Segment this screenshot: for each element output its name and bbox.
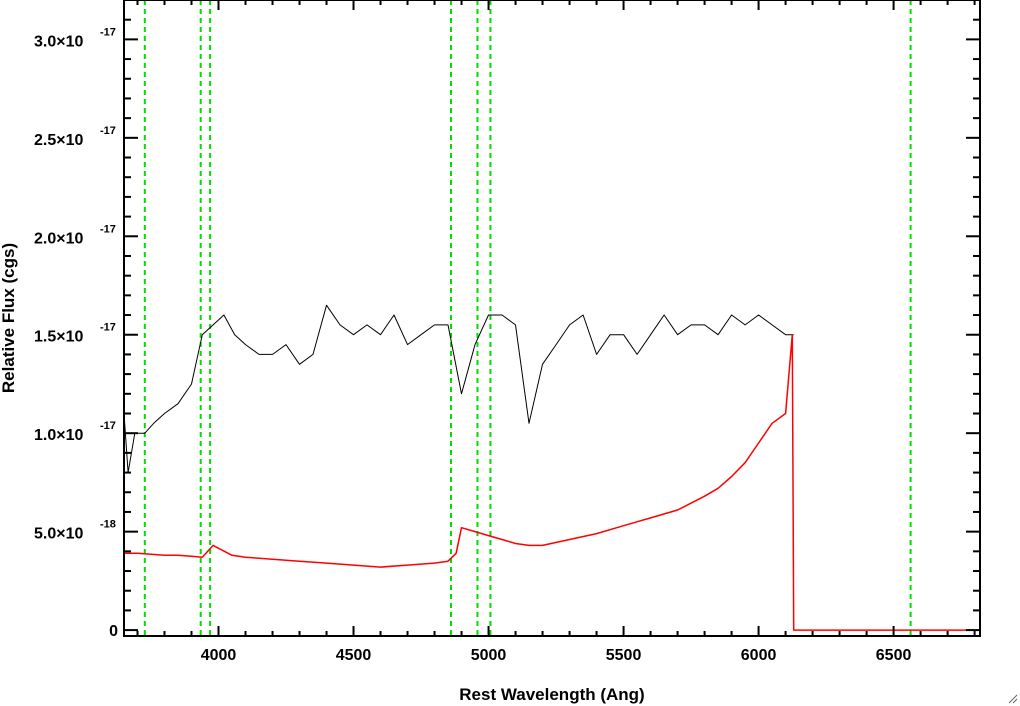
y-tick-exponent: -17: [100, 223, 116, 235]
y-tick-label: 3.0×10: [34, 33, 83, 50]
y-tick-exponent: -17: [100, 26, 116, 38]
series-line-flux: [123, 304, 794, 474]
spectrum-series: [123, 304, 980, 631]
x-tick-label: 6500: [876, 647, 912, 664]
y-axis-label: Relative Flux (cgs): [0, 243, 18, 393]
x-tick-label: 4000: [201, 647, 237, 664]
y-tick-label: 1.0×10: [34, 427, 83, 444]
y-tick-label: 2.5×10: [34, 132, 83, 149]
plot-frame: [123, 0, 981, 637]
x-axis-label: Rest Wavelength (Ang): [459, 685, 644, 704]
reference-lines: [143, 0, 912, 636]
y-tick-exponent: -17: [100, 125, 116, 137]
y-axis-ticks: 0 5.0×10 -18 1.0×10 -17 1.5×10 -17 2.0×10 -17 2.5…: [34, 18, 980, 640]
y-tick-exponent: -17: [100, 420, 116, 432]
y-tick-exponent: -17: [100, 322, 116, 334]
x-tick-label: 4500: [336, 647, 372, 664]
y-tick-exponent: -18: [100, 519, 116, 531]
resize-grip-icon[interactable]: [1006, 692, 1018, 704]
x-tick-label: 5000: [471, 647, 507, 664]
x-axis-ticks: 4000 4500 5000 5500 6000 6500: [136, 0, 976, 664]
x-tick-label: 6000: [741, 647, 777, 664]
plot-border: [123, 0, 981, 637]
y-tick-label: 2.0×10: [34, 230, 83, 247]
x-tick-label: 5500: [606, 647, 642, 664]
series-line-model: [124, 333, 980, 631]
y-tick-label: 1.5×10: [34, 329, 83, 346]
y-tick-label: 5.0×10: [34, 526, 83, 543]
y-tick-label: 0: [109, 623, 118, 640]
